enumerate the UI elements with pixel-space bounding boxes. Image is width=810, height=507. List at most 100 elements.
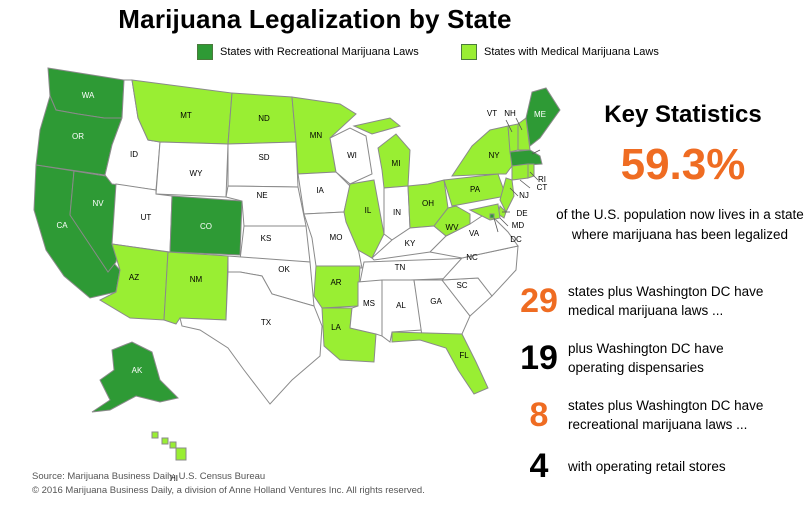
stat-number: 4 [529, 446, 549, 485]
stat-text: plus Washington DC have operating dispen… [568, 339, 724, 377]
state-label-mt: MT [180, 111, 192, 120]
state-label-dc: DC [510, 235, 522, 244]
population-percent: 59.3% [620, 140, 746, 189]
stat-text-line: states plus Washington DC have [568, 398, 764, 413]
state-ks [239, 225, 311, 263]
stat-recreational-states: 8 states plus Washington DC have recreat… [512, 393, 808, 437]
state-label-tx: TX [261, 318, 272, 327]
state-co [169, 195, 243, 256]
state-label-hi: HI [170, 474, 178, 483]
legend-recreational: States with Recreational Marijuana Laws [197, 44, 419, 60]
state-label-de: DE [516, 209, 527, 218]
stat-retail-stores: 4 with operating retail stores [512, 444, 808, 488]
state-ga [413, 279, 471, 337]
state-label-ar: AR [330, 278, 341, 287]
state-label-tn: TN [395, 263, 406, 272]
state-label-me: ME [534, 110, 546, 119]
state-sd [227, 141, 299, 188]
state-label-co: CO [200, 222, 212, 231]
state-label-ak: AK [132, 366, 143, 375]
state-label-il: IL [365, 206, 372, 215]
state-label-mi: MI [392, 159, 401, 168]
state-label-md: MD [512, 221, 525, 230]
state-label-ia: IA [316, 186, 324, 195]
stat-medical-states: 29 states plus Washington DC have medica… [512, 279, 808, 323]
state-label-ut: UT [141, 213, 152, 222]
state-label-ct: CT [537, 183, 548, 192]
state-ct [511, 163, 529, 181]
source-line: Source: Marijuana Business Daily, U.S. C… [32, 471, 266, 482]
state-label-ks: KS [261, 234, 272, 243]
state-tx [179, 271, 323, 405]
state-label-vt: VT [487, 109, 497, 118]
state-label-az: AZ [129, 273, 139, 282]
state-label-ri: RI [538, 175, 546, 184]
state-md [468, 203, 501, 221]
state-label-ga: GA [430, 297, 442, 306]
state-me [525, 87, 561, 147]
stat-text-line: operating dispensaries [568, 360, 704, 375]
state-label-ma: MA [542, 143, 555, 152]
state-label-fl: FL [459, 351, 469, 360]
state-label-ok: OK [278, 265, 290, 274]
state-il [343, 179, 385, 259]
state-ar [313, 265, 361, 309]
stat-text: states plus Washington DC have recreatio… [568, 396, 763, 434]
state-label-nd: ND [258, 114, 270, 123]
stat-text-line: medical marijuana laws ... [568, 303, 724, 318]
population-percent-description: of the U.S. population now lives in a st… [556, 207, 804, 242]
legend-medical: States with Medical Marijuana Laws [461, 44, 659, 60]
state-label-al: AL [396, 301, 406, 310]
state-label-pa: PA [470, 185, 481, 194]
state-ny [451, 125, 513, 177]
state-label-or: OR [72, 132, 84, 141]
stat-text: with operating retail stores [568, 457, 726, 476]
state-label-wi: WI [347, 151, 357, 160]
state-label-mo: MO [330, 233, 343, 242]
state-label-ky: KY [405, 239, 416, 248]
stat-number: 8 [529, 395, 549, 434]
state-label-sc: SC [456, 281, 467, 290]
state-label-nm: NM [190, 275, 203, 284]
copyright-line: © 2016 Marijuana Business Daily, a divis… [32, 485, 425, 496]
stat-dispensaries: 19 plus Washington DC have operating dis… [512, 336, 808, 380]
state-label-oh: OH [422, 199, 434, 208]
state-nm [163, 251, 229, 325]
state-wv [433, 205, 471, 237]
map-title: Marijuana Legalization by State [118, 4, 512, 34]
state-vt [507, 123, 519, 153]
state-label-in: IN [393, 208, 401, 217]
state-ak [91, 341, 179, 413]
state-label-id: ID [130, 150, 138, 159]
state-label-ms: MS [363, 299, 375, 308]
state-label-ny: NY [488, 151, 500, 160]
stat-text: states plus Washington DC have medical m… [568, 282, 763, 320]
state-label-ca: CA [56, 221, 68, 230]
state-label-nh: NH [504, 109, 516, 118]
state-hi [151, 431, 187, 461]
source-note: Source: Marijuana Business Daily, U.S. C… [32, 470, 425, 498]
state-label-la: LA [331, 323, 341, 332]
state-label-sd: SD [258, 153, 269, 162]
state-label-nc: NC [466, 253, 478, 262]
stat-number: 19 [520, 338, 558, 377]
legend-medical-swatch [461, 44, 477, 60]
state-label-wy: WY [190, 169, 204, 178]
state-nj [499, 177, 515, 214]
stat-text-line: recreational marijuana laws ... [568, 417, 748, 432]
state-label-ne: NE [256, 191, 267, 200]
state-ri [527, 163, 535, 179]
stat-text-line: with operating retail stores [568, 458, 726, 474]
stat-number: 29 [520, 281, 558, 320]
legend-medical-label: States with Medical Marijuana Laws [484, 46, 659, 58]
state-va [428, 211, 519, 259]
state-fl [391, 331, 489, 395]
legend-recreational-swatch [197, 44, 213, 60]
stat-text-line: states plus Washington DC have [568, 284, 764, 299]
state-label-mn: MN [310, 131, 323, 140]
legend-recreational-label: States with Recreational Marijuana Laws [220, 46, 419, 58]
state-ma [509, 149, 543, 167]
state-dc [489, 213, 495, 219]
state-ia [297, 171, 351, 215]
